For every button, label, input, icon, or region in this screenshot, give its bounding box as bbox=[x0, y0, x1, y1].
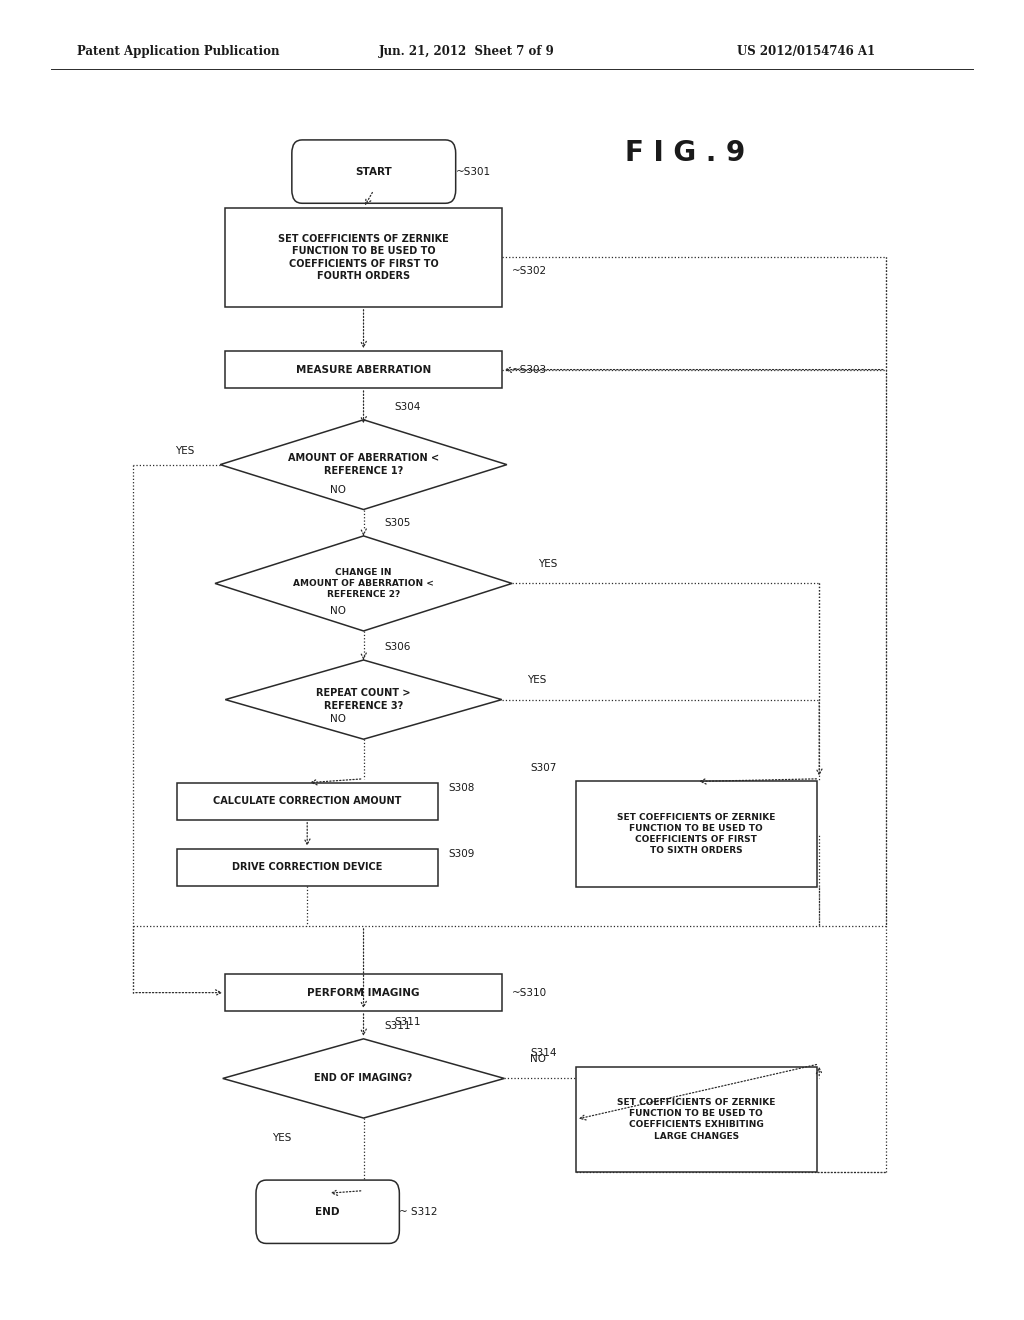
Text: US 2012/0154746 A1: US 2012/0154746 A1 bbox=[737, 45, 876, 58]
Text: YES: YES bbox=[272, 1133, 291, 1143]
Text: START: START bbox=[355, 166, 392, 177]
Text: END: END bbox=[315, 1206, 340, 1217]
Polygon shape bbox=[225, 660, 502, 739]
FancyBboxPatch shape bbox=[256, 1180, 399, 1243]
Text: S308: S308 bbox=[449, 783, 474, 793]
Text: Jun. 21, 2012  Sheet 7 of 9: Jun. 21, 2012 Sheet 7 of 9 bbox=[379, 45, 555, 58]
FancyBboxPatch shape bbox=[292, 140, 456, 203]
Bar bbox=[575, 1067, 817, 1172]
Bar bbox=[225, 974, 502, 1011]
Text: REPEAT COUNT >
REFERENCE 3?: REPEAT COUNT > REFERENCE 3? bbox=[316, 689, 411, 710]
Text: ~ S312: ~ S312 bbox=[399, 1206, 438, 1217]
Polygon shape bbox=[222, 1039, 504, 1118]
Text: Patent Application Publication: Patent Application Publication bbox=[77, 45, 280, 58]
Text: S314: S314 bbox=[530, 1048, 556, 1059]
Text: S306: S306 bbox=[384, 642, 411, 652]
Polygon shape bbox=[220, 420, 507, 510]
Text: CHANGE IN
AMOUNT OF ABERRATION <
REFERENCE 2?: CHANGE IN AMOUNT OF ABERRATION < REFEREN… bbox=[293, 568, 434, 599]
Text: YES: YES bbox=[527, 675, 547, 685]
Text: S311: S311 bbox=[384, 1020, 411, 1031]
Text: S309: S309 bbox=[449, 849, 474, 859]
Text: ~S301: ~S301 bbox=[456, 166, 490, 177]
Text: CALCULATE CORRECTION AMOUNT: CALCULATE CORRECTION AMOUNT bbox=[213, 796, 401, 807]
Text: YES: YES bbox=[175, 446, 195, 457]
Text: S307: S307 bbox=[530, 763, 556, 774]
Text: END OF IMAGING?: END OF IMAGING? bbox=[314, 1073, 413, 1084]
Bar bbox=[176, 783, 438, 820]
Text: YES: YES bbox=[538, 558, 557, 569]
Bar bbox=[225, 351, 502, 388]
Text: SET COEFFICIENTS OF ZERNIKE
FUNCTION TO BE USED TO
COEFFICIENTS EXHIBITING
LARGE: SET COEFFICIENTS OF ZERNIKE FUNCTION TO … bbox=[617, 1098, 775, 1140]
Text: DRIVE CORRECTION DEVICE: DRIVE CORRECTION DEVICE bbox=[232, 862, 382, 873]
Text: NO: NO bbox=[530, 1053, 546, 1064]
Bar bbox=[575, 781, 817, 887]
Text: AMOUNT OF ABERRATION <
REFERENCE 1?: AMOUNT OF ABERRATION < REFERENCE 1? bbox=[288, 454, 439, 475]
Text: S304: S304 bbox=[394, 401, 421, 412]
Text: ~S302: ~S302 bbox=[512, 265, 547, 276]
Text: MEASURE ABERRATION: MEASURE ABERRATION bbox=[296, 364, 431, 375]
Text: S305: S305 bbox=[384, 517, 411, 528]
Text: PERFORM IMAGING: PERFORM IMAGING bbox=[307, 987, 420, 998]
Text: NO: NO bbox=[330, 606, 346, 616]
Polygon shape bbox=[215, 536, 512, 631]
Text: F I G . 9: F I G . 9 bbox=[625, 139, 744, 168]
Text: SET COEFFICIENTS OF ZERNIKE
FUNCTION TO BE USED TO
COEFFICIENTS OF FIRST
TO SIXT: SET COEFFICIENTS OF ZERNIKE FUNCTION TO … bbox=[617, 813, 775, 855]
Text: NO: NO bbox=[330, 484, 346, 495]
Text: ~S303: ~S303 bbox=[512, 364, 547, 375]
Text: NO: NO bbox=[330, 714, 346, 725]
Text: ~S310: ~S310 bbox=[512, 987, 547, 998]
Bar bbox=[176, 849, 438, 886]
Text: SET COEFFICIENTS OF ZERNIKE
FUNCTION TO BE USED TO
COEFFICIENTS OF FIRST TO
FOUR: SET COEFFICIENTS OF ZERNIKE FUNCTION TO … bbox=[279, 234, 449, 281]
Text: S311: S311 bbox=[394, 1016, 421, 1027]
Bar bbox=[225, 207, 502, 306]
